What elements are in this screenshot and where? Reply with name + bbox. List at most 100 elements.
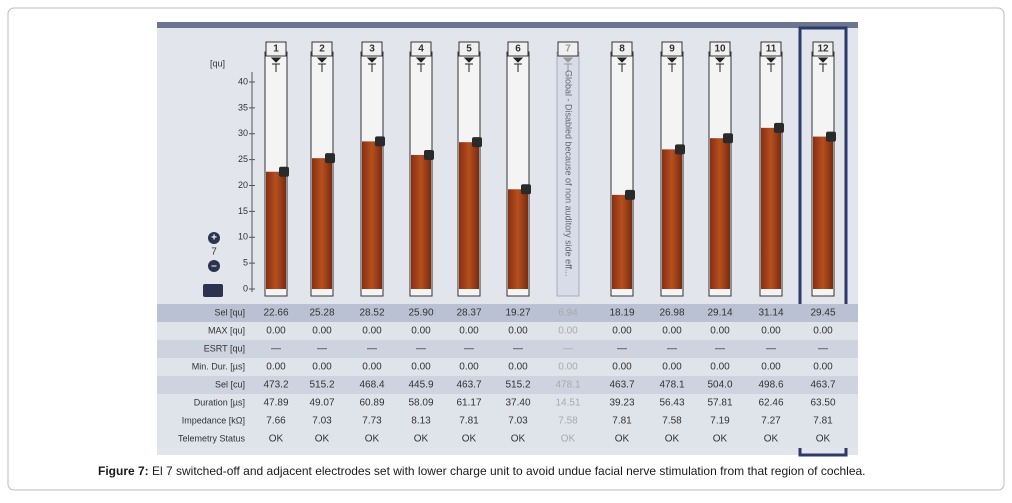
row-label: Telemetry Status [178, 433, 246, 443]
table-cell: 0.00 [761, 326, 781, 337]
table-cell: — [271, 344, 281, 355]
table-cell: — [766, 344, 776, 355]
table-cell: 0.00 [710, 362, 730, 373]
max-marker [616, 57, 628, 72]
table-cell: 7.81 [459, 416, 479, 427]
table-cell: 61.17 [456, 398, 481, 409]
table-cell: 0.00 [508, 326, 528, 337]
level-handle [279, 166, 289, 177]
table-cell: 0.00 [266, 362, 286, 373]
level-bar [266, 171, 286, 289]
table-cell: 0.00 [662, 362, 682, 373]
electrode-box [557, 41, 579, 57]
table-row [157, 358, 858, 376]
table-row [157, 376, 858, 394]
table-cell: 468.4 [359, 380, 384, 391]
unit-label: [qu] [210, 58, 225, 68]
table-cell: 7.81 [813, 416, 833, 427]
electrode-box [611, 41, 633, 57]
table-cell: 49.07 [309, 398, 334, 409]
level-handle [472, 137, 482, 148]
y-tick-label: 15 [238, 206, 248, 216]
level-handle [521, 184, 531, 195]
electrode-box [661, 41, 683, 57]
table-cell: OK [615, 434, 630, 445]
row-label: Sel [cu] [215, 379, 245, 389]
plus-button[interactable] [208, 232, 220, 244]
table-cell: 504.0 [707, 380, 732, 391]
row-label: ESRT [qu] [204, 343, 245, 353]
table-cell: 7.58 [662, 416, 682, 427]
table-cell: 463.7 [810, 380, 835, 391]
table-cell: 478.1 [555, 380, 580, 391]
table-cell: 0.00 [612, 362, 632, 373]
electrode-box [410, 41, 432, 57]
table-cell: OK [462, 434, 477, 445]
table-cell: 26.98 [659, 308, 684, 319]
electrode-box [507, 41, 529, 57]
table-cell: 0.00 [459, 362, 479, 373]
table-cell: 25.28 [309, 308, 334, 319]
electrode-label: 5 [466, 44, 472, 55]
screen-top [157, 22, 858, 28]
table-cell: 0.00 [662, 326, 682, 337]
table-cell: 56.43 [659, 398, 684, 409]
y-tick-label: 40 [238, 76, 248, 86]
max-marker [463, 57, 475, 72]
table-cell: OK [561, 434, 576, 445]
table-cell: 6.94 [558, 308, 578, 319]
table-cell: 0.00 [558, 362, 578, 373]
table-cell: — [715, 344, 725, 355]
table-cell: 0.00 [761, 362, 781, 373]
table-cell: OK [764, 434, 779, 445]
table-cell: OK [713, 434, 728, 445]
y-tick-label: 5 [243, 258, 248, 268]
electrode-label: 9 [669, 44, 675, 55]
table-cell: 515.2 [309, 380, 334, 391]
electrode-label: 4 [418, 44, 424, 55]
table-cell: 0.00 [813, 362, 833, 373]
table-cell: 498.6 [758, 380, 783, 391]
max-marker [714, 57, 726, 72]
table-cell: — [617, 344, 627, 355]
menu-button[interactable] [203, 284, 223, 297]
table-cell: 57.81 [707, 398, 732, 409]
table-cell: 0.00 [266, 326, 286, 337]
table-cell: 7.73 [362, 416, 382, 427]
level-handle [375, 136, 385, 147]
y-tick-label: 0 [243, 283, 248, 293]
electrode-box [265, 41, 287, 57]
plus-sign: + [211, 233, 217, 244]
table-cell: OK [511, 434, 526, 445]
table-cell: 478.1 [659, 380, 684, 391]
electrode-box [709, 41, 731, 57]
step-value: 7 [211, 247, 217, 258]
table-cell: 473.2 [263, 380, 288, 391]
table-row [157, 430, 858, 448]
table-cell: 29.45 [810, 308, 835, 319]
table-cell: OK [315, 434, 330, 445]
caption: Figure 7: El 7 switched-off and adjacent… [98, 464, 866, 478]
electrode-label: 11 [766, 44, 777, 55]
table-cell: 29.14 [707, 308, 732, 319]
electrode-box [760, 41, 782, 57]
electrode-label: 7 [565, 44, 571, 55]
table-cell: 14.51 [555, 398, 580, 409]
minus-button[interactable] [208, 260, 220, 272]
table-cell: OK [365, 434, 380, 445]
table-cell: 63.50 [810, 398, 835, 409]
table-cell: 0.00 [813, 326, 833, 337]
table-row [157, 304, 858, 322]
table-cell: 0.00 [558, 326, 578, 337]
table-cell: 37.40 [505, 398, 530, 409]
level-bar [508, 189, 528, 289]
y-tick-label: 30 [238, 128, 248, 138]
table-row [157, 322, 858, 340]
table-cell: 19.27 [505, 308, 530, 319]
y-tick-label: 35 [238, 102, 248, 112]
electrode-label: 12 [817, 44, 829, 55]
table-row [157, 394, 858, 412]
row-label: MAX [qu] [208, 325, 245, 335]
level-handle [826, 131, 836, 142]
